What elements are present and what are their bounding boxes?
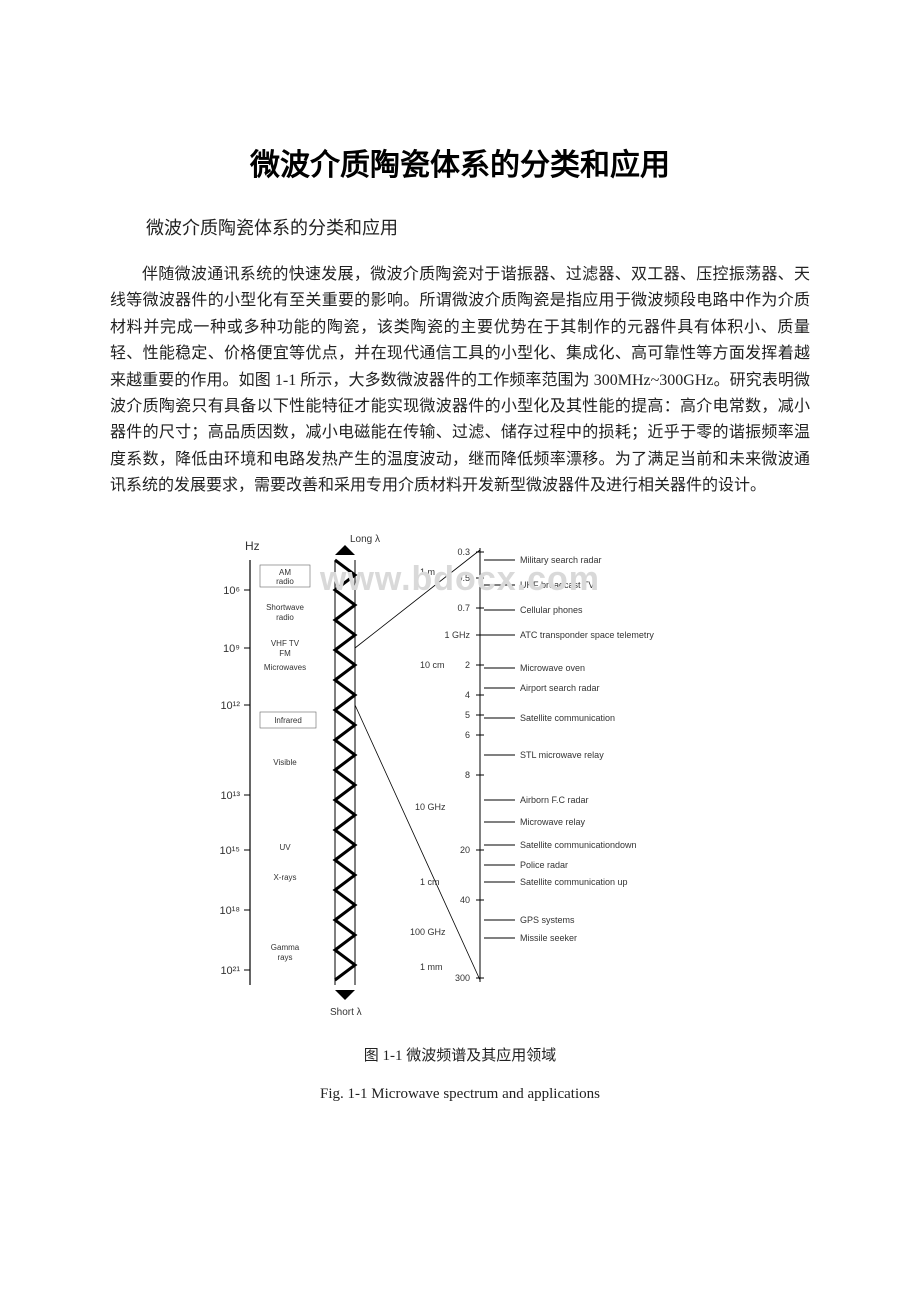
svg-text:STL microwave relay: STL microwave relay [520, 750, 604, 760]
svg-text:1 mm: 1 mm [420, 962, 443, 972]
left-label-4: Infrared [274, 716, 302, 725]
left-label-2a: VHF TV [271, 639, 300, 648]
body-paragraph: 伴随微波通讯系统的快速发展，微波介质陶瓷对于谐振器、过滤器、双工器、压控振荡器、… [110, 262, 810, 500]
document-page: 微波介质陶瓷体系的分类和应用 微波介质陶瓷体系的分类和应用 伴随微波通讯系统的快… [0, 0, 920, 1166]
left-label-2b: FM [279, 649, 291, 658]
left-label-8: UV [279, 843, 291, 852]
left-tick-0: 10⁶ [223, 585, 240, 597]
left-tick-2: 10⁹ [223, 643, 240, 655]
svg-text:Airborn F.C radar: Airborn F.C radar [520, 795, 589, 805]
svg-text:Police radar: Police radar [520, 860, 568, 870]
svg-text:2: 2 [465, 660, 470, 670]
svg-text:ATC transponder space telemetr: ATC transponder space telemetry [520, 630, 654, 640]
zigzag-band [335, 560, 355, 985]
left-label-11b: rays [277, 953, 292, 962]
svg-text:0.7: 0.7 [457, 603, 470, 613]
left-label-3: Microwaves [264, 663, 306, 672]
center-left-labels: 1 m 10 cm 10 GHz 1 cm 100 GHz 1 mm [410, 567, 446, 972]
svg-text:Satellite communication: Satellite communication [520, 713, 615, 723]
long-lambda-label: Long λ [350, 534, 380, 545]
svg-text:5: 5 [465, 710, 470, 720]
svg-text:GPS systems: GPS systems [520, 915, 575, 925]
hz-label: Hz [245, 539, 260, 553]
svg-text:Missile seeker: Missile seeker [520, 933, 577, 943]
svg-text:8: 8 [465, 770, 470, 780]
left-label-1a: Shortwave [266, 603, 304, 612]
left-label-1b: radio [276, 613, 294, 622]
svg-text:UHF broadcast TV: UHF broadcast TV [520, 580, 594, 590]
left-tick-12: 10²¹ [220, 965, 240, 977]
left-label-0b: radio [276, 577, 294, 586]
left-tick-6: 10¹³ [220, 790, 240, 802]
svg-text:40: 40 [460, 895, 470, 905]
left-label-9: X-rays [273, 873, 296, 882]
svg-text:Cellular phones: Cellular phones [520, 605, 583, 615]
svg-text:1 m: 1 m [420, 567, 435, 577]
svg-text:Satellite communication up: Satellite communication up [520, 877, 628, 887]
svg-text:10 cm: 10 cm [420, 660, 445, 670]
short-lambda-label: Short λ [330, 1007, 362, 1018]
svg-text:Satellite communicationdown: Satellite communicationdown [520, 840, 637, 850]
svg-text:4: 4 [465, 690, 470, 700]
document-subtitle: 微波介质陶瓷体系的分类和应用 [110, 214, 810, 240]
spectrum-svg: Hz Long λ 10⁶ AM radio Shortwave radio [180, 530, 740, 1030]
left-tick-8: 10¹⁵ [220, 845, 240, 857]
spectrum-diagram: www.bdocx.com Hz Long λ 10⁶ AM radio [180, 530, 740, 1030]
arrow-up-icon [335, 545, 355, 555]
svg-text:1 cm: 1 cm [420, 877, 440, 887]
right-axis-ticks: 0.3 0.5 0.7 1 GHz 2 4 5 6 8 20 40 300 [444, 547, 484, 983]
figure-caption-cn: 图 1-1 微波频谱及其应用领域 [364, 1044, 557, 1068]
page-title: 微波介质陶瓷体系的分类和应用 [110, 140, 810, 184]
svg-text:Military search radar: Military search radar [520, 555, 602, 565]
svg-text:100 GHz: 100 GHz [410, 927, 446, 937]
application-labels: Military search radar UHF broadcast TV C… [484, 555, 654, 943]
svg-text:10 GHz: 10 GHz [415, 802, 446, 812]
figure-caption-en: Fig. 1-1 Microwave spectrum and applicat… [320, 1082, 600, 1106]
figure-1-1: www.bdocx.com Hz Long λ 10⁶ AM radio [110, 530, 810, 1106]
svg-text:Microwave oven: Microwave oven [520, 663, 585, 673]
svg-text:1 GHz: 1 GHz [444, 630, 470, 640]
arrow-down-icon [335, 990, 355, 1000]
left-tick-10: 10¹⁸ [219, 905, 240, 917]
svg-text:300: 300 [455, 973, 470, 983]
left-label-11a: Gamma [271, 943, 300, 952]
left-tick-4: 10¹² [220, 700, 240, 712]
svg-text:0.5: 0.5 [457, 573, 470, 583]
svg-text:20: 20 [460, 845, 470, 855]
svg-text:Airport search radar: Airport search radar [520, 683, 600, 693]
svg-text:6: 6 [465, 730, 470, 740]
left-scale-group: 10⁶ AM radio Shortwave radio 10⁹ VHF TV … [219, 565, 316, 977]
svg-text:Microwave relay: Microwave relay [520, 817, 586, 827]
expand-line-bottom [355, 705, 480, 980]
left-label-0a: AM [279, 568, 291, 577]
svg-text:0.3: 0.3 [457, 547, 470, 557]
left-label-5: Visible [273, 758, 297, 767]
